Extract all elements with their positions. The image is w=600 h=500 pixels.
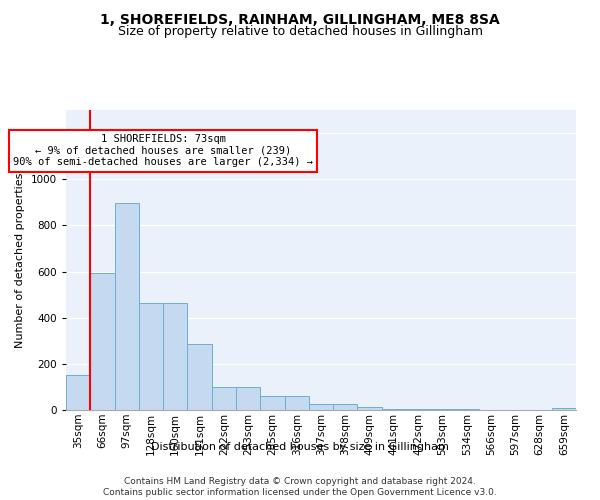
Bar <box>163 302 187 410</box>
Text: 1 SHOREFIELDS: 73sqm
← 9% of detached houses are smaller (239)
90% of semi-detac: 1 SHOREFIELDS: 73sqm ← 9% of detached ho… <box>13 134 313 168</box>
Bar <box>139 302 163 410</box>
Text: Contains HM Land Registry data © Crown copyright and database right 2024.
Contai: Contains HM Land Registry data © Crown c… <box>103 478 497 497</box>
Bar <box>260 396 284 410</box>
Bar <box>187 344 212 410</box>
Bar <box>212 387 236 410</box>
Bar <box>66 376 90 410</box>
Text: 1, SHOREFIELDS, RAINHAM, GILLINGHAM, ME8 8SA: 1, SHOREFIELDS, RAINHAM, GILLINGHAM, ME8… <box>100 12 500 26</box>
Bar <box>406 409 430 410</box>
Bar <box>236 387 260 410</box>
Bar <box>552 408 576 410</box>
Bar <box>382 409 406 410</box>
Bar <box>90 272 115 410</box>
Bar <box>284 396 309 410</box>
Text: Distribution of detached houses by size in Gillingham: Distribution of detached houses by size … <box>151 442 449 452</box>
Bar <box>358 406 382 410</box>
Y-axis label: Number of detached properties: Number of detached properties <box>15 172 25 348</box>
Bar <box>115 204 139 410</box>
Bar <box>309 404 333 410</box>
Text: Size of property relative to detached houses in Gillingham: Size of property relative to detached ho… <box>118 25 482 38</box>
Bar <box>333 404 358 410</box>
